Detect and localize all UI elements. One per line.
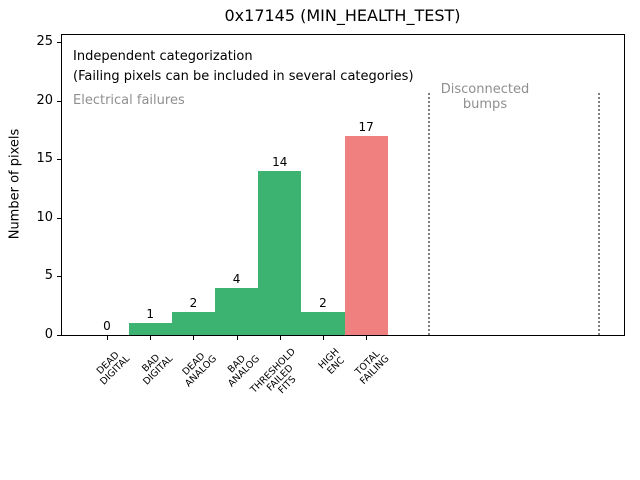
y-tick-mark xyxy=(57,100,61,102)
bar xyxy=(344,135,388,335)
x-tick-label: THRESHOLD FAILED FITS xyxy=(248,346,299,397)
y-tick-mark xyxy=(57,217,61,219)
separator-dotted-line-left xyxy=(428,93,430,335)
plot-area: Independent categorization (Failing pixe… xyxy=(61,34,625,336)
annotation-categories-note: (Failing pixels can be included in sever… xyxy=(73,69,414,84)
annotation-disconnected-bumps-section: Disconnected bumps xyxy=(440,82,530,112)
bar-value-label: 0 xyxy=(103,319,111,333)
y-tick-label: 10 xyxy=(36,209,53,225)
x-tick-label: DEAD ANALOG xyxy=(179,350,219,390)
bar xyxy=(258,171,302,335)
bar-value-label: 17 xyxy=(358,119,374,134)
bar xyxy=(128,323,172,335)
x-tick-label: BAD DIGITAL xyxy=(140,352,176,388)
x-tick-label: DEAD DIGITAL xyxy=(94,349,133,388)
x-tick-mark xyxy=(279,336,281,340)
annotation-independent-categorization: Independent categorization xyxy=(73,49,253,64)
separator-dotted-line-right xyxy=(598,93,600,335)
bar-value-label: 2 xyxy=(189,295,198,310)
y-tick-mark xyxy=(57,42,61,44)
x-tick-label: HIGH ENC xyxy=(316,346,347,377)
y-tick-mark xyxy=(57,159,61,161)
y-tick-mark xyxy=(57,276,61,278)
x-tick-mark xyxy=(150,336,152,340)
y-tick-label: 0 xyxy=(44,327,53,342)
x-tick-mark xyxy=(193,336,195,340)
bar-value-label: 4 xyxy=(232,272,241,287)
bar-value-label: 14 xyxy=(272,155,288,170)
bar xyxy=(301,311,345,335)
y-tick-mark xyxy=(57,335,61,336)
x-tick-mark xyxy=(236,336,238,340)
x-tick-mark xyxy=(366,336,368,340)
bar xyxy=(215,288,259,335)
chart-title: 0x17145 (MIN_HEALTH_TEST) xyxy=(224,6,461,25)
bar-value-label: 2 xyxy=(319,295,327,310)
bar xyxy=(171,311,215,335)
annotation-electrical-failures-section: Electrical failures xyxy=(73,93,185,108)
y-tick-label: 15 xyxy=(36,151,53,167)
y-tick-label: 5 xyxy=(44,268,53,284)
y-tick-label: 20 xyxy=(36,92,53,108)
bar-value-label: 1 xyxy=(146,307,154,322)
y-tick-label: 25 xyxy=(36,34,53,50)
x-tick-mark xyxy=(107,336,108,340)
x-tick-mark xyxy=(323,336,324,340)
x-tick-label: TOTAL FAILING xyxy=(352,348,392,387)
